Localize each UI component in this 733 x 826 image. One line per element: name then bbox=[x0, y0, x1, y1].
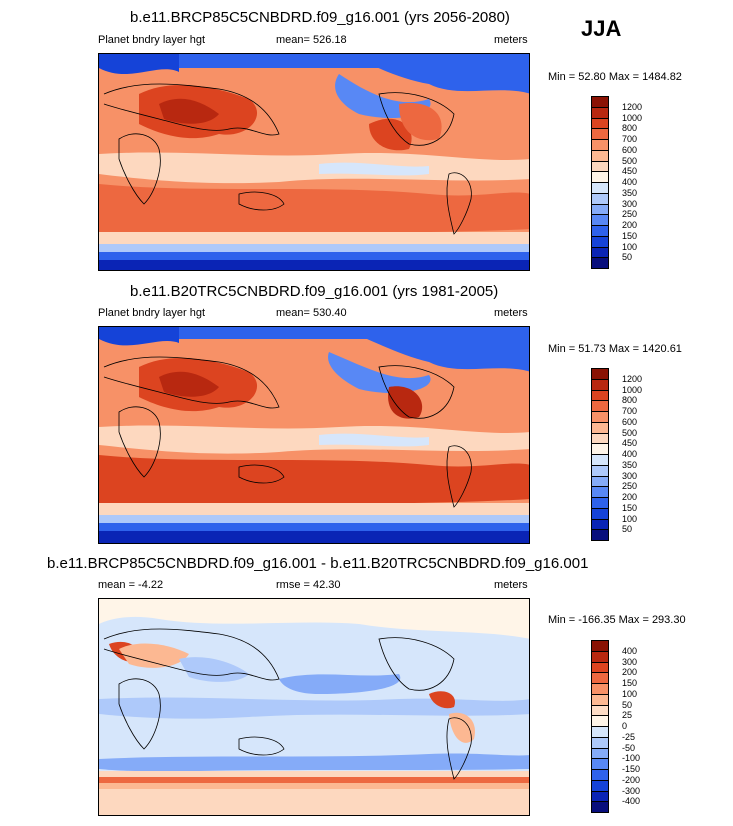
panel-2-minmax-label: Min = 51.73 Max = 1420.61 bbox=[548, 343, 682, 355]
panel-1-field bbox=[99, 54, 529, 270]
panel-2-colorbar-box bbox=[591, 529, 609, 541]
panel-2-map-svg bbox=[99, 327, 529, 543]
panel-1-colorbar-box bbox=[591, 257, 609, 269]
panel-3-colorbar-label: -25 bbox=[622, 731, 636, 742]
panel-1-coastlines bbox=[103, 83, 472, 235]
panel-2-title: b.e11.B20TRC5CNBDRD.f09_g16.001 (yrs 198… bbox=[130, 283, 499, 300]
panel-3-units-label: meters bbox=[494, 579, 528, 591]
panel-3-colorbar-label: -50 bbox=[622, 742, 636, 753]
panel-1-units-label: meters bbox=[494, 34, 528, 46]
panel-2-colorbar-label: 350 bbox=[622, 459, 638, 470]
panel-2-colorbar-label: 700 bbox=[622, 406, 638, 416]
panel-3-colorbar-label: 400 bbox=[622, 645, 638, 656]
panel-2-colorbar-label: 1000 bbox=[622, 384, 643, 395]
panel-3-map bbox=[98, 598, 530, 816]
panel-2-colorbar-label: 600 bbox=[622, 416, 638, 427]
panel-1-colorbar-label: 450 bbox=[622, 166, 638, 177]
panel-2-colorbar-label: 150 bbox=[622, 502, 638, 513]
panel-3-minmax-label: Min = -166.35 Max = 293.30 bbox=[548, 614, 686, 626]
season-label: JJA bbox=[581, 16, 622, 41]
panel-3-rmse-label: rmse = 42.30 bbox=[276, 579, 341, 591]
panel-1-colorbar-label: 300 bbox=[622, 198, 638, 209]
panel-2-map bbox=[98, 326, 530, 544]
panel-2-coastlines bbox=[103, 356, 472, 508]
panel-1-colorbar-label: 400 bbox=[622, 177, 638, 187]
panel-3-colorbar-label: -200 bbox=[622, 774, 641, 785]
panel-3-colorbar-label: 100 bbox=[622, 688, 638, 699]
panel-2-colorbar-label: 50 bbox=[622, 524, 633, 535]
panel-2-colorbar-label: 100 bbox=[622, 513, 638, 524]
panel-1-colorbar-label: 600 bbox=[622, 144, 638, 155]
panel-3-coastlines bbox=[103, 628, 472, 780]
panel-2-colorbar-label: 200 bbox=[622, 492, 638, 502]
panel-1-colorbar-label: 1200 bbox=[622, 101, 643, 112]
panel-2-variable-label: Planet bndry layer hgt bbox=[98, 307, 206, 319]
panel-1-minmax-label: Min = 52.80 Max = 1484.82 bbox=[548, 71, 682, 83]
panel-3-colorbar-label: -300 bbox=[622, 785, 641, 796]
panel-3-colorbar-label: 150 bbox=[622, 678, 638, 688]
panel-1-mean-label: mean= 526.18 bbox=[276, 34, 347, 46]
panel-3-field bbox=[99, 599, 529, 815]
panel-3-colorbar-label: 50 bbox=[622, 699, 633, 710]
panel-3-colorbar-label: -150 bbox=[622, 764, 641, 774]
panel-2-colorbar-label: 300 bbox=[622, 470, 638, 481]
panel-3-colorbar-label: -400 bbox=[622, 796, 641, 807]
panel-1-colorbar-label: 150 bbox=[622, 230, 638, 241]
panel-3-colorbar: 400 300 200 150 100 50 25 0 -25 -50 -100 -150 -200 -3… bbox=[591, 640, 640, 813]
panel-3-map-svg bbox=[99, 599, 529, 815]
panel-2-colorbar-label: 800 bbox=[622, 395, 638, 406]
panel-2-colorbar-label: 450 bbox=[622, 438, 638, 449]
panel-1-colorbar-label: 200 bbox=[622, 220, 638, 230]
panel-2-colorbar: 1200 1000 800 700 600 500 450 400 350 300 250 200 15… bbox=[591, 368, 642, 541]
panel-1-colorbar: 1200 1000 800 700 600 500 450 400 350 300 250 200 15… bbox=[591, 96, 642, 269]
panel-1-map bbox=[98, 53, 530, 271]
panel-3-colorbar-label: 25 bbox=[622, 710, 633, 721]
panel-2-colorbar-label: 400 bbox=[622, 449, 638, 459]
panel-1-colorbar-label: 800 bbox=[622, 123, 638, 134]
panel-2-colorbar-label: 1200 bbox=[622, 373, 643, 384]
panel-1-title: b.e11.BRCP85C5CNBDRD.f09_g16.001 (yrs 20… bbox=[130, 9, 510, 26]
panel-3-mean-label: mean = -4.22 bbox=[98, 579, 164, 591]
panel-1-variable-label: Planet bndry layer hgt bbox=[98, 34, 206, 46]
panel-2-colorbar-label: 250 bbox=[622, 481, 638, 492]
panel-2-field bbox=[99, 327, 529, 543]
panel-3-colorbar-label: -100 bbox=[622, 753, 641, 764]
panel-1-colorbar-label: 500 bbox=[622, 155, 638, 166]
panel-3-colorbar-label: 300 bbox=[622, 656, 638, 667]
panel-1-colorbar-label: 50 bbox=[622, 252, 633, 263]
panel-1-colorbar-label: 250 bbox=[622, 209, 638, 220]
panel-1-colorbar-label: 100 bbox=[622, 241, 638, 252]
panel-2-units-label: meters bbox=[494, 307, 528, 319]
panel-1-map-svg bbox=[99, 54, 529, 270]
panel-3-colorbar-label: 0 bbox=[622, 721, 628, 731]
panel-3-colorbar-label: 200 bbox=[622, 667, 638, 678]
panel-1-colorbar-label: 1000 bbox=[622, 112, 643, 123]
panel-1-colorbar-label: 700 bbox=[622, 134, 638, 144]
panel-3-colorbar-box bbox=[591, 801, 609, 813]
panel-3-title: b.e11.BRCP85C5CNBDRD.f09_g16.001 - b.e11… bbox=[47, 555, 589, 572]
panel-2-colorbar-label: 500 bbox=[622, 427, 638, 438]
panel-1-colorbar-label: 350 bbox=[622, 187, 638, 198]
panel-2-mean-label: mean= 530.40 bbox=[276, 307, 347, 319]
